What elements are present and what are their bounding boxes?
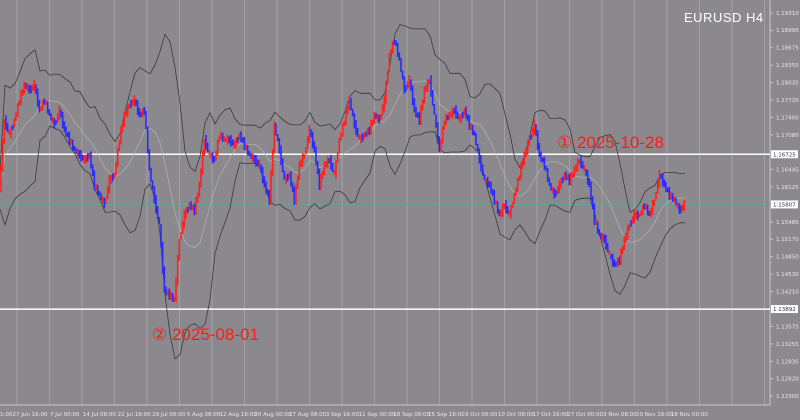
y-tick-label: 1.18355 [776, 63, 799, 69]
y-tick-label: 1.14850 [776, 255, 799, 261]
annotation-2025-10-28: ① 2025-10-28 [557, 133, 664, 152]
x-tick-label: 25 Sep 16:00 [428, 412, 465, 418]
y-tick-label: 1.16125 [776, 185, 799, 191]
price-label-box [771, 305, 798, 314]
y-tick-label: 1.13575 [776, 324, 799, 330]
x-tick-label: 3 Nov 08:00 [603, 412, 637, 418]
x-tick-label: 5 Aug 08:00 [187, 412, 221, 418]
y-tick-label: 1.17400 [776, 115, 799, 121]
x-tick-label: 27 Jun 16:00 [13, 412, 48, 418]
x-tick-label: 17 Oct 16:00 [533, 412, 569, 418]
price-label-box [771, 200, 798, 209]
y-tick-label: 1.12620 [776, 377, 799, 383]
price-label: 1.13892 [773, 307, 796, 313]
price-label-box [771, 150, 798, 159]
x-tick-label: 1:00 [0, 412, 13, 418]
annotation-2025-08-01: ② 2025-08-01 [152, 325, 259, 344]
price-label: 1.15807 [773, 202, 796, 208]
x-tick-label: 3 Sep 16:00 [326, 412, 360, 418]
y-tick-label: 1.15485 [776, 220, 799, 226]
y-tick-label: 1.13255 [776, 342, 799, 348]
x-tick-label: 10 Oct 08:00 [498, 412, 534, 418]
y-tick-label: 1.12300 [776, 394, 799, 400]
bollinger-upper-band [0, 24, 685, 213]
x-tick-label: 20 Aug 00:00 [254, 412, 292, 418]
x-tick-label: 11 Sep 00:00 [359, 412, 396, 418]
y-tick-label: 1.12935 [776, 359, 799, 365]
x-tick-label: 10 Nov 16:00 [636, 412, 674, 418]
y-tick-label: 1.16445 [776, 168, 799, 174]
x-tick-label: 29 Jul 00:00 [152, 412, 185, 418]
x-tick-label: 14 Jul 08:00 [83, 412, 116, 418]
x-tick-label: 3 Oct 00:00 [465, 412, 498, 418]
symbol-timeframe-label: EURUSD H4 [684, 10, 764, 25]
x-tick-label: 22 Jul 16:00 [118, 412, 151, 418]
y-tick-label: 1.18995 [776, 28, 799, 34]
y-tick-label: 1.18675 [776, 46, 799, 52]
y-tick-label: 1.15170 [776, 237, 799, 243]
x-tick-label: 27 Aug 08:00 [289, 412, 327, 418]
x-tick-label: 7 Jul 00:00 [50, 412, 80, 418]
y-tick-label: 1.14210 [776, 290, 799, 296]
price-label: 1.16725 [773, 152, 796, 158]
y-tick-label: 1.18035 [776, 81, 799, 87]
bollinger-lower-band [0, 125, 685, 360]
y-tick-label: 1.14530 [776, 272, 799, 278]
y-tick-label: 1.19310 [776, 11, 799, 17]
x-tick-label: 18 Sep 08:00 [393, 412, 430, 418]
x-tick-label: 27 Oct 00:00 [567, 412, 603, 418]
y-tick-label: 1.17080 [776, 133, 799, 139]
y-tick-label: 1.17720 [776, 98, 799, 104]
x-tick-label: 12 Aug 16:00 [220, 412, 258, 418]
x-tick-label: 18 Nov 00:00 [671, 412, 709, 418]
